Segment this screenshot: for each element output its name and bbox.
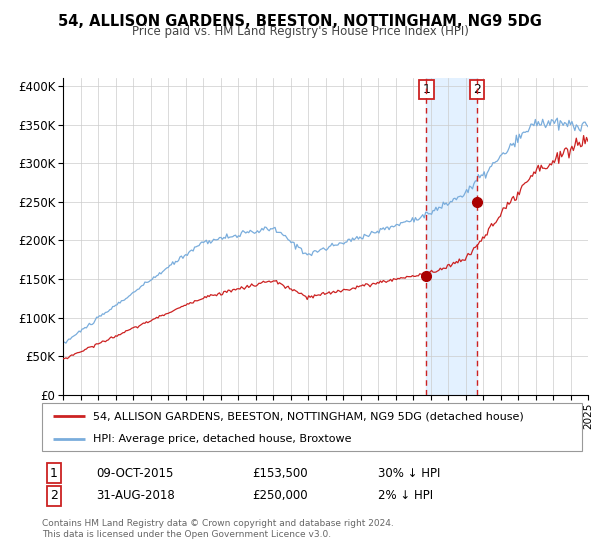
Text: 2% ↓ HPI: 2% ↓ HPI (378, 489, 433, 502)
Text: Price paid vs. HM Land Registry's House Price Index (HPI): Price paid vs. HM Land Registry's House … (131, 25, 469, 38)
Text: This data is licensed under the Open Government Licence v3.0.: This data is licensed under the Open Gov… (42, 530, 331, 539)
Text: 54, ALLISON GARDENS, BEESTON, NOTTINGHAM, NG9 5DG (detached house): 54, ALLISON GARDENS, BEESTON, NOTTINGHAM… (94, 411, 524, 421)
Text: £250,000: £250,000 (252, 489, 308, 502)
Text: HPI: Average price, detached house, Broxtowe: HPI: Average price, detached house, Brox… (94, 434, 352, 444)
Text: 54, ALLISON GARDENS, BEESTON, NOTTINGHAM, NG9 5DG: 54, ALLISON GARDENS, BEESTON, NOTTINGHAM… (58, 14, 542, 29)
FancyBboxPatch shape (42, 403, 582, 451)
Text: £153,500: £153,500 (252, 466, 308, 480)
Text: 2: 2 (50, 489, 58, 502)
Text: 1: 1 (50, 466, 58, 480)
Text: 30% ↓ HPI: 30% ↓ HPI (378, 466, 440, 480)
Text: Contains HM Land Registry data © Crown copyright and database right 2024.: Contains HM Land Registry data © Crown c… (42, 519, 394, 528)
Text: 31-AUG-2018: 31-AUG-2018 (96, 489, 175, 502)
Text: 09-OCT-2015: 09-OCT-2015 (96, 466, 173, 480)
Text: 2: 2 (473, 83, 481, 96)
Text: 1: 1 (422, 83, 430, 96)
